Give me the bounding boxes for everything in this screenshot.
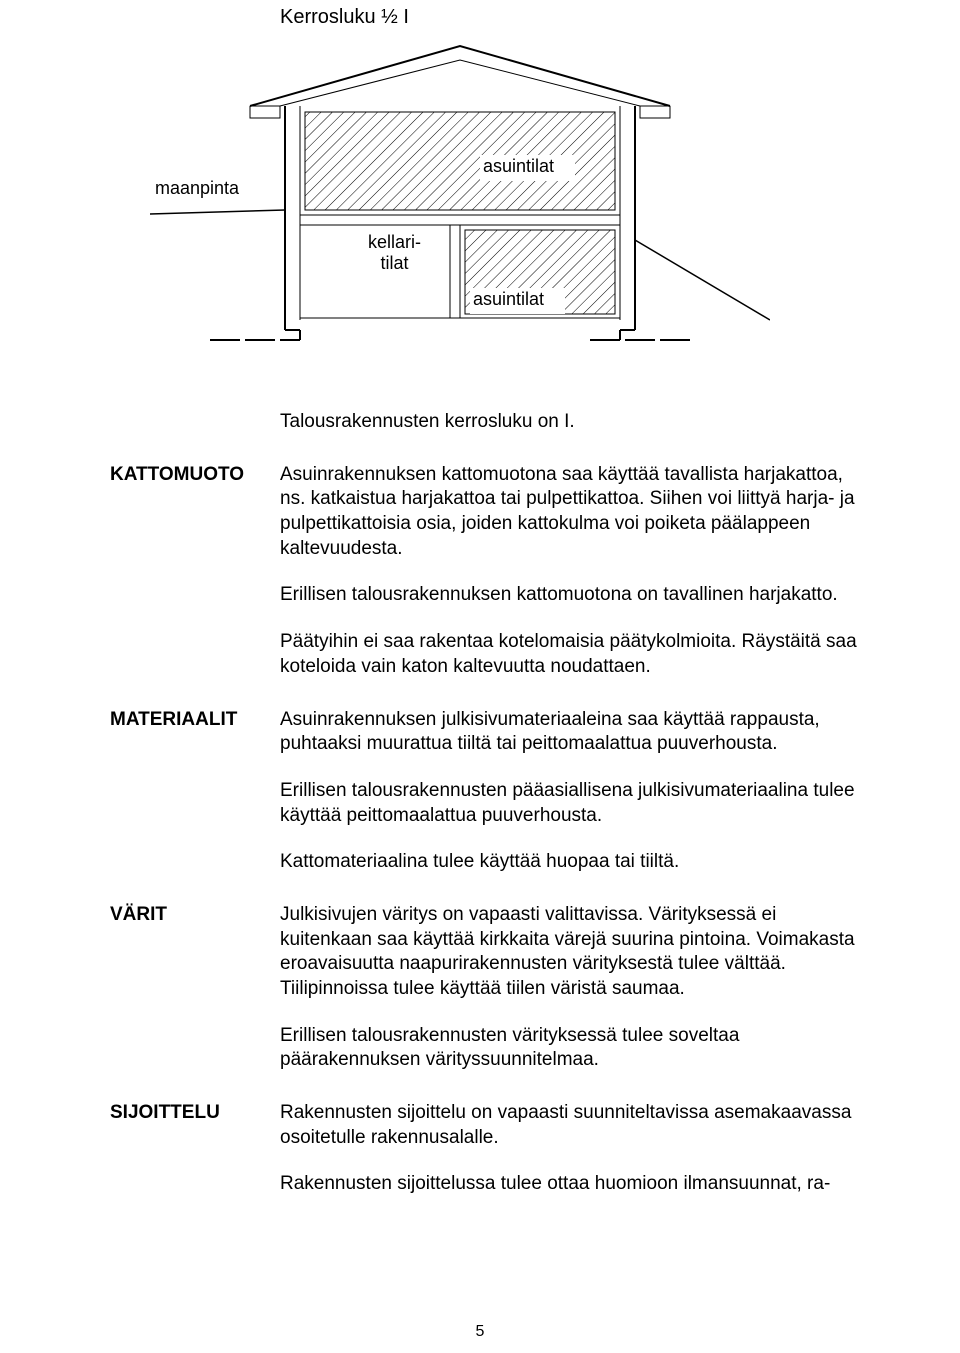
paragraph: Erillisen talousrakennusten pääasiallise… (280, 779, 870, 828)
paragraph: Rakennusten sijoittelussa tulee ottaa hu… (280, 1172, 870, 1197)
paragraph: Erillisen talousrakennusten värityksessä… (280, 1024, 870, 1073)
intro-paragraph: Talousrakennusten kerrosluku on I. (280, 410, 870, 435)
paragraph: Julkisivujen väritys on vapaasti valitta… (280, 903, 870, 1002)
page-number: 5 (0, 1323, 960, 1341)
paragraph: Päätyihin ei saa rakentaa kotelomaisia p… (280, 630, 870, 679)
section-varit: VÄRIT Julkisivujen väritys on vapaasti v… (110, 903, 870, 1073)
section-heading: VÄRIT (110, 903, 280, 1073)
section-heading: KATTOMUOTO (110, 463, 280, 680)
section-kattomuoto: KATTOMUOTO Asuinrakennuksen kattomuotona… (110, 463, 870, 680)
upper-room-label: asuintilat (483, 156, 554, 177)
document-body: Talousrakennusten kerrosluku on I. KATTO… (110, 410, 870, 1225)
ground-label: maanpinta (155, 178, 239, 199)
section-body: Rakennusten sijoittelu on vapaasti suunn… (280, 1101, 870, 1197)
paragraph: Kattomateriaalina tulee käyttää huopaa t… (280, 850, 870, 875)
cellar-label: kellari- tilat (368, 232, 421, 274)
paragraph: Asuinrakennuksen julkisivumateriaaleina … (280, 708, 870, 757)
section-sijoittelu: SIJOITTELU Rakennusten sijoittelu on vap… (110, 1101, 870, 1197)
section-materiaalit: MATERIAALIT Asuinrakennuksen julkisivuma… (110, 708, 870, 875)
section-body: Julkisivujen väritys on vapaasti valitta… (280, 903, 870, 1073)
section-body: Asuinrakennuksen kattomuotona saa käyttä… (280, 463, 870, 680)
section-body: Asuinrakennuksen julkisivumateriaaleina … (280, 708, 870, 875)
diagram-title: Kerrosluku ½ I (280, 6, 409, 29)
section-heading: MATERIAALIT (110, 708, 280, 875)
lower-room-label: asuintilat (473, 289, 544, 310)
house-section-diagram: Kerrosluku ½ I maanpinta asuintilat kell… (150, 0, 770, 360)
paragraph: Rakennusten sijoittelu on vapaasti suunn… (280, 1101, 870, 1150)
paragraph: Erillisen talousrakennuksen kattomuotona… (280, 583, 870, 608)
paragraph: Asuinrakennuksen kattomuotona saa käyttä… (280, 463, 870, 562)
section-heading: SIJOITTELU (110, 1101, 280, 1197)
